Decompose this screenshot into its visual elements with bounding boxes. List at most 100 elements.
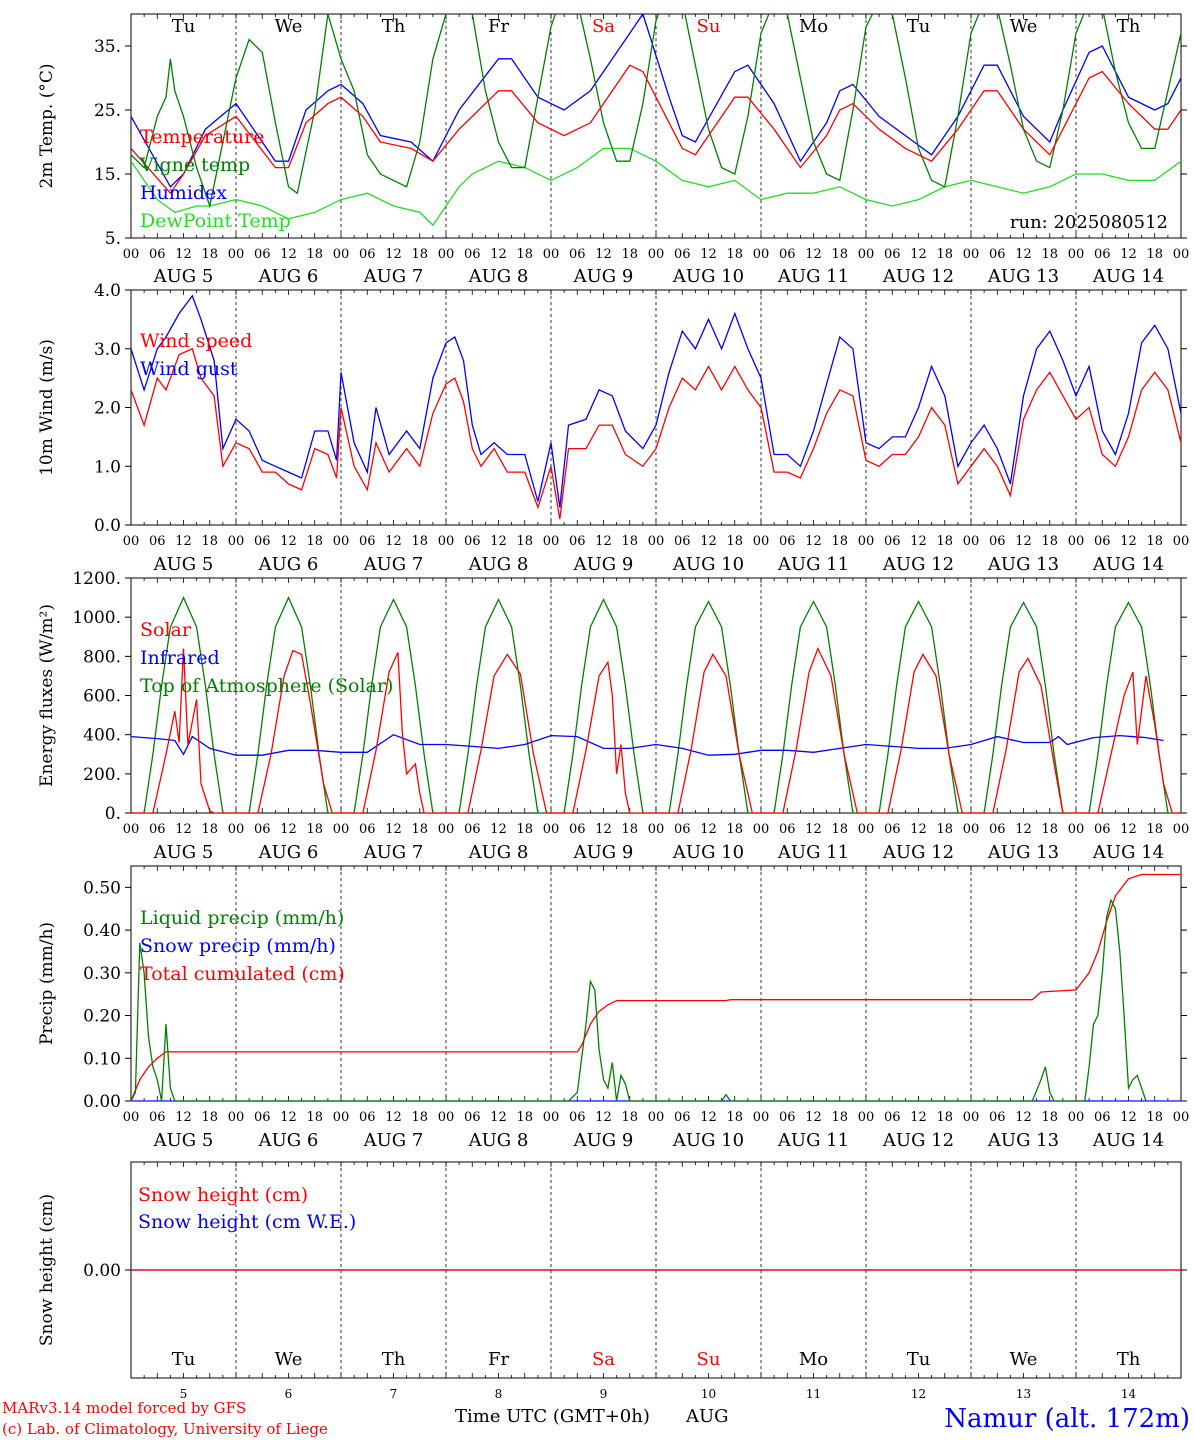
hour-tick-label: 12 — [1015, 534, 1032, 549]
y-tick-label: 800. — [83, 647, 121, 667]
weekday-label: We — [1010, 16, 1038, 37]
hour-tick-label: 06 — [149, 1110, 166, 1125]
hour-tick-label: 06 — [149, 822, 166, 837]
date-label: AUG 13 — [987, 1130, 1059, 1151]
hour-tick-label: 00 — [648, 1110, 665, 1125]
location-title: Namur (alt. 172m) — [944, 1404, 1190, 1434]
day-number-label: 12 — [911, 1387, 926, 1401]
hour-tick-label: 12 — [700, 534, 717, 549]
y-axis-label: 2m Temp. (°C) — [37, 63, 57, 188]
hour-tick-label: 06 — [1094, 822, 1111, 837]
date-label: AUG 14 — [1092, 266, 1164, 287]
date-label: AUG 5 — [153, 842, 214, 863]
date-label: AUG 8 — [468, 842, 529, 863]
hour-tick-label: 18 — [726, 1110, 743, 1125]
hour-tick-label: 18 — [831, 247, 848, 262]
hour-tick-label: 00 — [438, 534, 455, 549]
hour-tick-label: 06 — [674, 247, 691, 262]
legend-entry: Liquid precip (mm/h) — [140, 907, 344, 929]
date-label: AUG 13 — [987, 266, 1059, 287]
run-annotation: run: 2025080512 — [1010, 212, 1168, 233]
series-line-liquid-precip-mm-h — [131, 898, 1147, 1101]
hour-tick-label: 00 — [333, 1110, 350, 1125]
date-label: AUG 5 — [153, 1130, 214, 1151]
series-group — [131, 873, 1181, 1101]
hour-tick-label: 00 — [963, 534, 980, 549]
hour-tick-label: 12 — [595, 247, 612, 262]
series-line-wind-gust — [131, 294, 1181, 508]
hour-tick-label: 18 — [306, 1110, 323, 1125]
date-label: AUG 11 — [777, 842, 849, 863]
hour-tick-label: 06 — [674, 822, 691, 837]
hour-tick-label: 06 — [884, 1110, 901, 1125]
series-line-wind-speed — [131, 347, 1181, 520]
hour-tick-label: 12 — [805, 534, 822, 549]
hour-tick-label: 00 — [1068, 534, 1085, 549]
date-label: AUG 11 — [777, 1130, 849, 1151]
legend-entry: Snow height (cm W.E.) — [138, 1211, 356, 1233]
date-label: AUG 9 — [573, 1130, 634, 1151]
legend-entry: Snow precip (mm/h) — [140, 935, 336, 957]
hour-tick-label: 06 — [569, 247, 586, 262]
y-tick-label: 2.0 — [94, 399, 121, 419]
hour-tick-label: 06 — [989, 247, 1006, 262]
hour-tick-label: 18 — [831, 534, 848, 549]
hour-tick-label: 18 — [621, 534, 638, 549]
weekday-label: Th — [1117, 16, 1141, 37]
hour-tick-label: 12 — [490, 247, 507, 262]
date-label: AUG 9 — [573, 842, 634, 863]
y-axis-label: Precip (mm/h) — [37, 922, 57, 1045]
date-label: AUG 7 — [363, 554, 424, 575]
weekday-label: Su — [697, 1349, 721, 1370]
hour-tick-label: 00 — [333, 534, 350, 549]
hour-tick-label: 06 — [884, 247, 901, 262]
date-label: AUG 5 — [153, 554, 214, 575]
hour-tick-label: 00 — [753, 822, 770, 837]
hour-tick-label: 00 — [543, 822, 560, 837]
hour-tick-label: 06 — [464, 247, 481, 262]
date-label: AUG 12 — [882, 842, 954, 863]
hour-tick-label: 12 — [1015, 822, 1032, 837]
hour-tick-label: 00 — [123, 247, 140, 262]
series-group — [131, 596, 1181, 813]
hour-tick-label: 00 — [228, 1110, 245, 1125]
series-group — [131, 14, 1181, 227]
hour-tick-label: 06 — [1094, 1110, 1111, 1125]
legend-entry: DewPoint Temp — [140, 210, 291, 232]
y-tick-label: 0.0 — [94, 516, 121, 536]
weekday-label: Mo — [799, 16, 828, 37]
date-label: AUG 6 — [258, 1130, 319, 1151]
weekday-label: Tu — [172, 16, 196, 37]
y-tick-label: 15. — [94, 165, 121, 185]
series-line-temperature — [131, 64, 1181, 195]
hour-tick-label: 18 — [726, 247, 743, 262]
hour-tick-label: 00 — [858, 247, 875, 262]
hour-tick-label: 00 — [228, 534, 245, 549]
hour-tick-label: 06 — [1094, 534, 1111, 549]
hour-tick-label: 18 — [936, 247, 953, 262]
hour-tick-label: 00 — [228, 822, 245, 837]
date-label: AUG 6 — [258, 266, 319, 287]
panel-precip: 0.00 0.10 0.20 0.30 0.40 0.50 Precip (mm/h) Liq… — [37, 865, 1189, 1151]
weekday-label: Fr — [488, 16, 509, 37]
hour-tick-label: 12 — [175, 1110, 192, 1125]
hour-tick-label: 06 — [464, 822, 481, 837]
hour-tick-label: 00 — [858, 1110, 875, 1125]
hour-tick-label: 00 — [1068, 822, 1085, 837]
weekday-label: Tu — [907, 16, 931, 37]
date-label: AUG 10 — [672, 842, 744, 863]
hour-tick-label: 18 — [726, 822, 743, 837]
panel-temp: 5. 15. 25. 35. 2m Temp. (°C) Temperature Vigne… — [37, 13, 1189, 287]
hour-tick-label: 12 — [805, 247, 822, 262]
hour-tick-label: 06 — [359, 534, 376, 549]
date-label: AUG 5 — [153, 266, 214, 287]
hour-tick-label: 00 — [1173, 822, 1190, 837]
hour-tick-label: 12 — [280, 534, 297, 549]
panel-energy: 0. 200. 400. 600. 800. 1000. 1200. Energy fluxe… — [37, 569, 1189, 863]
hour-tick-label: 06 — [989, 534, 1006, 549]
hour-tick-label: 18 — [201, 1110, 218, 1125]
hour-tick-label: 18 — [306, 822, 323, 837]
hour-tick-label: 06 — [359, 822, 376, 837]
hour-tick-label: 06 — [569, 822, 586, 837]
